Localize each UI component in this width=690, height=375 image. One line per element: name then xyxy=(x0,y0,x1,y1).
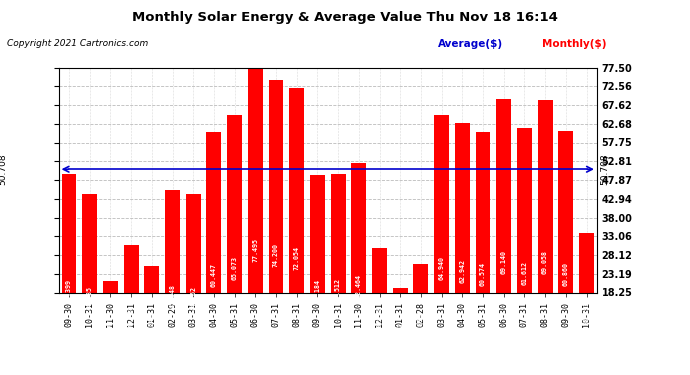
Bar xyxy=(496,99,511,362)
Text: 29.951: 29.951 xyxy=(377,307,382,331)
Text: 62.942: 62.942 xyxy=(460,259,465,283)
Bar xyxy=(413,264,428,362)
Text: 60.574: 60.574 xyxy=(480,262,486,286)
Text: Average($): Average($) xyxy=(438,39,503,50)
Bar xyxy=(289,88,304,362)
Bar xyxy=(165,190,180,362)
Bar xyxy=(393,288,408,362)
Text: 50.708: 50.708 xyxy=(600,153,609,185)
Bar xyxy=(517,128,532,362)
Bar xyxy=(227,115,242,362)
Bar xyxy=(268,80,284,362)
Text: 60.447: 60.447 xyxy=(211,262,217,286)
Bar xyxy=(558,131,573,362)
Text: 44.162: 44.162 xyxy=(190,286,196,310)
Text: 21.277: 21.277 xyxy=(108,319,113,343)
Bar xyxy=(82,194,97,362)
Bar xyxy=(186,194,201,362)
Text: 64.940: 64.940 xyxy=(439,256,444,280)
Bar xyxy=(103,281,118,362)
Text: 52.464: 52.464 xyxy=(356,274,362,298)
Text: 45.348: 45.348 xyxy=(170,284,175,308)
Bar xyxy=(538,99,553,362)
Bar xyxy=(434,115,449,362)
Text: 25.839: 25.839 xyxy=(418,312,424,336)
Text: 65.073: 65.073 xyxy=(232,256,237,280)
Text: 77.495: 77.495 xyxy=(253,238,258,262)
Bar xyxy=(579,233,594,362)
Bar xyxy=(144,266,159,362)
Bar xyxy=(372,248,387,362)
Text: 49.512: 49.512 xyxy=(335,278,341,302)
Bar xyxy=(475,132,491,362)
Text: 44.285: 44.285 xyxy=(87,286,92,310)
Bar xyxy=(331,174,346,362)
Bar xyxy=(455,123,470,362)
Bar xyxy=(351,163,366,362)
Text: 49.399: 49.399 xyxy=(66,279,72,303)
Text: 50.708: 50.708 xyxy=(0,153,8,185)
Text: 30.738: 30.738 xyxy=(128,306,134,330)
Text: Monthly Solar Energy & Average Value Thu Nov 18 16:14: Monthly Solar Energy & Average Value Thu… xyxy=(132,11,558,24)
Text: Copyright 2021 Cartronics.com: Copyright 2021 Cartronics.com xyxy=(7,39,148,48)
Text: 33.893: 33.893 xyxy=(584,301,589,325)
Bar xyxy=(248,68,263,362)
Text: 69.140: 69.140 xyxy=(501,250,506,274)
Text: 49.184: 49.184 xyxy=(315,279,320,303)
Bar xyxy=(61,174,77,362)
Text: 74.200: 74.200 xyxy=(273,243,279,267)
Text: 61.612: 61.612 xyxy=(522,261,527,285)
Bar xyxy=(124,245,139,362)
Text: 69.058: 69.058 xyxy=(542,250,548,274)
Text: 19.412: 19.412 xyxy=(397,322,403,346)
Text: Monthly($): Monthly($) xyxy=(542,39,606,50)
Text: 60.860: 60.860 xyxy=(563,262,569,286)
Bar xyxy=(310,175,325,362)
Bar xyxy=(206,132,221,362)
Text: 72.054: 72.054 xyxy=(294,246,299,270)
Text: 25.240: 25.240 xyxy=(149,314,155,338)
